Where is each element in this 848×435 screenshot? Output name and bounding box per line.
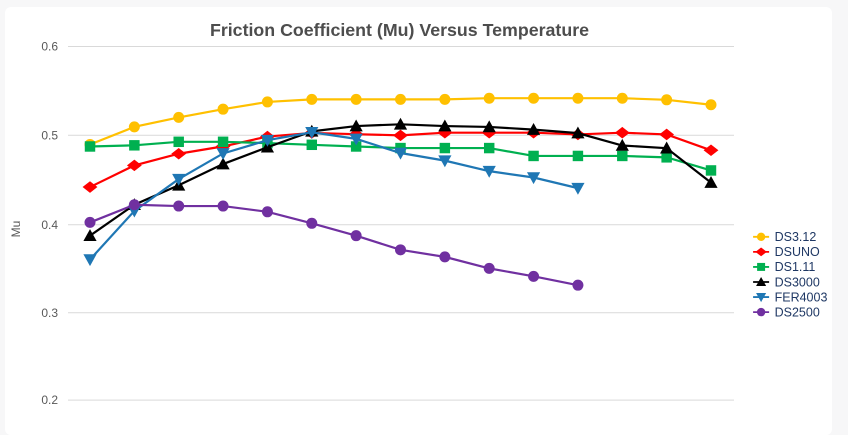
svg-text:FER4003: FER4003 [775,290,828,304]
svg-text:DS3000: DS3000 [775,275,820,289]
svg-text:0.5: 0.5 [41,128,58,142]
svg-text:0.2: 0.2 [41,393,58,407]
svg-text:Mu: Mu [9,221,23,238]
svg-text:0.3: 0.3 [41,306,58,320]
svg-text:0.6: 0.6 [41,40,58,54]
svg-text:DS3.12: DS3.12 [775,230,817,244]
svg-text:DS1.11: DS1.11 [775,260,816,274]
svg-text:DS2500: DS2500 [775,305,820,319]
svg-text:DSUNO: DSUNO [775,245,820,259]
svg-text:0.4: 0.4 [41,218,58,232]
